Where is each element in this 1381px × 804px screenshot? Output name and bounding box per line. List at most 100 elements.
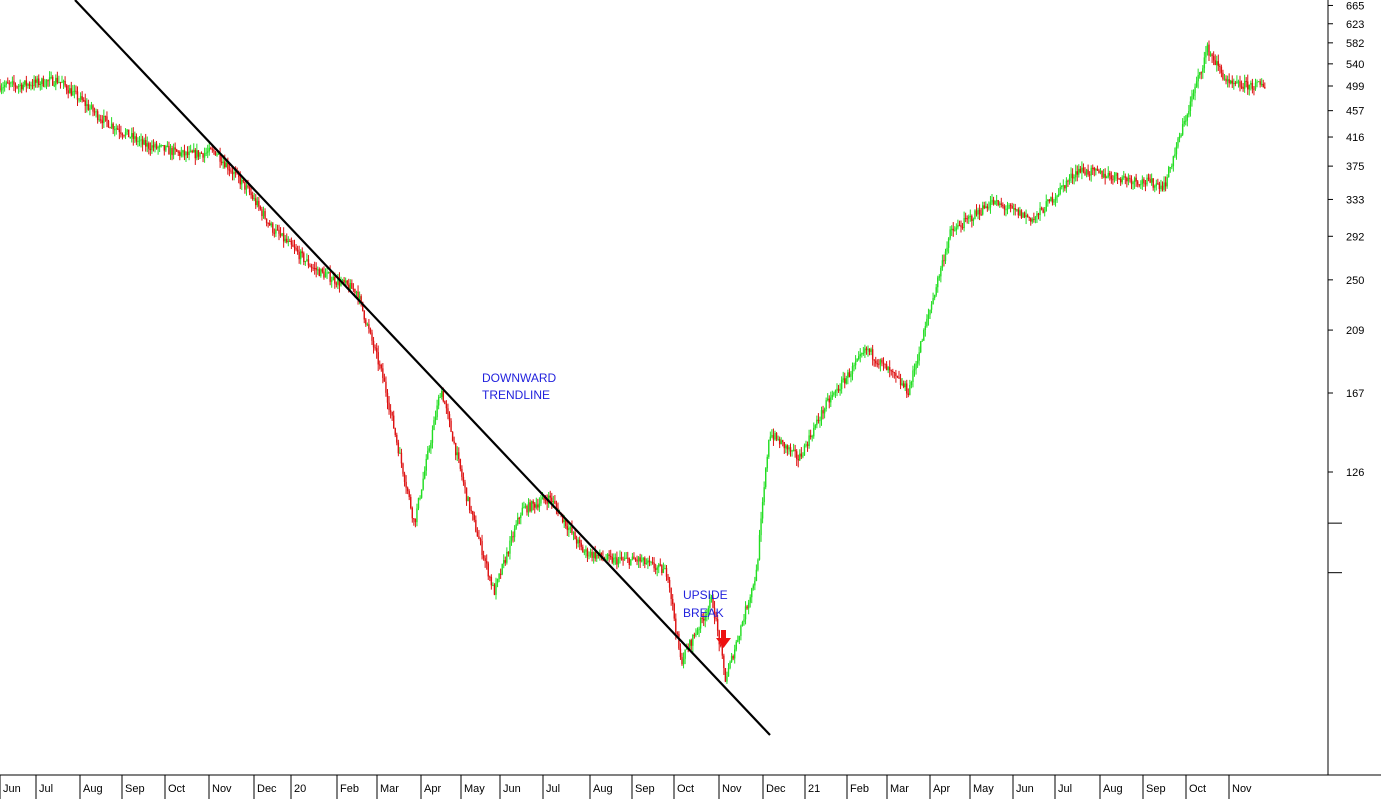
candle-body <box>27 83 29 86</box>
candle-body <box>1002 204 1004 207</box>
candle-body <box>476 531 479 537</box>
candle-body <box>1172 156 1175 167</box>
candle-body <box>106 116 108 121</box>
candle-body <box>269 223 271 226</box>
candle-body <box>1251 82 1254 89</box>
candle-body <box>437 397 440 406</box>
candle-body <box>726 676 728 682</box>
candle-body <box>84 100 86 106</box>
candle-body <box>963 217 965 229</box>
candle-body <box>974 210 976 220</box>
candle-body <box>786 445 789 450</box>
candle-body <box>313 267 316 269</box>
candle-body <box>179 151 181 156</box>
candle-body <box>659 564 661 566</box>
candle-body <box>45 80 48 86</box>
candle-body <box>453 441 455 444</box>
candle-body <box>154 143 156 148</box>
candle-body <box>475 519 477 532</box>
candle-body <box>881 359 883 363</box>
candle-body <box>47 80 49 82</box>
candle-body <box>87 104 90 110</box>
candle-body <box>337 278 339 285</box>
candle-body <box>323 271 325 278</box>
candle-body <box>433 420 435 431</box>
candle-body <box>839 389 841 391</box>
candle-body <box>588 555 590 557</box>
candle-body <box>425 458 427 471</box>
candle-body <box>379 364 381 366</box>
candle-body <box>1127 177 1130 182</box>
x-tick-label: Dec <box>257 783 277 795</box>
candle-body <box>1070 173 1072 179</box>
candle-body <box>840 379 843 390</box>
candle-body <box>681 657 683 665</box>
candle-body <box>320 269 322 277</box>
candle-body <box>803 445 806 456</box>
candle-body <box>937 277 939 288</box>
candle-body <box>272 223 274 233</box>
candle-body <box>501 563 503 575</box>
candle-body <box>890 370 892 372</box>
candle-body <box>464 482 466 488</box>
candle-body <box>205 152 207 154</box>
candle-body <box>478 536 480 540</box>
candle-body <box>1045 201 1047 212</box>
candle-body <box>690 640 692 646</box>
candle-body <box>518 517 520 519</box>
candle-body <box>854 361 857 366</box>
candle-body <box>1180 134 1182 137</box>
candle-body <box>428 448 431 451</box>
y-axis: 665 623 582 540 499 457 416 375 333 292 250 209 167 1… <box>1328 0 1364 574</box>
candle-body <box>512 536 514 538</box>
candle-body <box>1129 177 1131 180</box>
candle-body <box>627 557 629 559</box>
candle-body <box>1209 54 1212 56</box>
candle-body <box>1239 81 1241 87</box>
candle-body <box>396 434 398 443</box>
candle-body <box>493 584 496 595</box>
candle-body <box>1141 179 1144 185</box>
candle-body <box>158 145 161 148</box>
candle-body <box>665 567 668 577</box>
candle-body <box>732 656 734 659</box>
candle-body <box>1185 120 1187 122</box>
candle-body <box>282 233 285 242</box>
candle-body <box>36 78 38 83</box>
candle-body <box>1228 79 1230 84</box>
candle-body <box>1147 177 1150 180</box>
candle-body <box>986 206 989 209</box>
candle-body <box>11 81 14 83</box>
candle-body <box>1197 75 1199 82</box>
candle-body <box>1025 215 1027 218</box>
candle-body <box>100 119 102 121</box>
candle-body <box>326 272 328 274</box>
candle-body <box>675 618 677 633</box>
candle-body <box>833 392 835 395</box>
candle-body <box>114 129 116 131</box>
candle-body <box>946 247 948 252</box>
candle-body <box>1092 167 1094 169</box>
candle-body <box>1143 179 1145 184</box>
candle-body <box>689 640 691 649</box>
candle-body <box>42 78 45 87</box>
candle-body <box>1144 183 1147 185</box>
candle-body <box>813 427 815 437</box>
candle-body <box>462 476 465 483</box>
candle-body <box>366 324 369 326</box>
candle-body <box>90 105 93 109</box>
candle-body <box>140 139 142 141</box>
candle-body <box>923 329 925 341</box>
candle-body <box>740 625 742 636</box>
candle-body <box>915 363 917 370</box>
upside-break-arrow-icon <box>716 630 731 648</box>
candle-body <box>22 84 24 90</box>
candle-body <box>799 453 801 461</box>
candle-body <box>943 260 945 262</box>
candle-body <box>735 641 737 650</box>
candle-body <box>1061 185 1063 188</box>
y-tick-label: 250 <box>1346 275 1364 287</box>
candle-body <box>538 503 541 508</box>
candle-body <box>403 473 406 482</box>
candle-body <box>825 400 827 409</box>
